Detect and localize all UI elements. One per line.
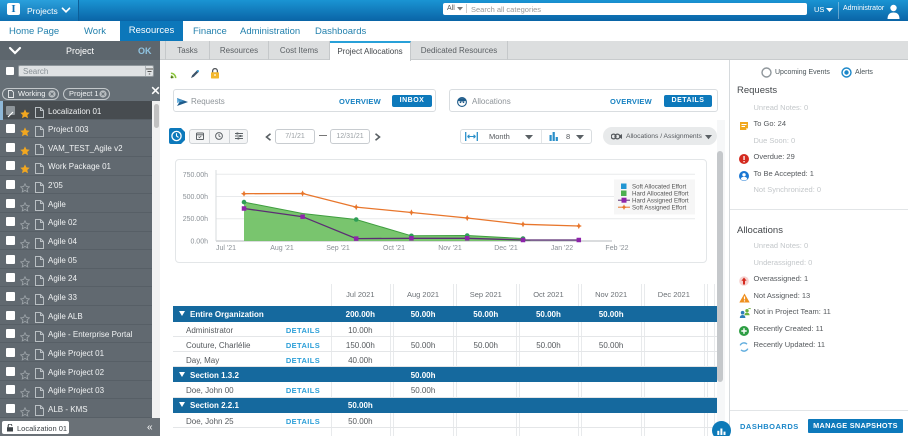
svg-text:250.00h: 250.00h xyxy=(183,216,208,223)
svg-text:0.00h: 0.00h xyxy=(190,238,208,245)
svg-text:Dec '21: Dec '21 xyxy=(494,245,518,252)
svg-text:Jan '22: Jan '22 xyxy=(551,245,573,252)
svg-text:Sep '21: Sep '21 xyxy=(326,245,350,252)
svg-text:750.00h: 750.00h xyxy=(183,172,208,179)
svg-text:Nov '21: Nov '21 xyxy=(438,245,462,252)
svg-text:Oct '21: Oct '21 xyxy=(383,245,405,252)
svg-text:500.00h: 500.00h xyxy=(183,194,208,201)
svg-text:Hard Assigned Effort: Hard Assigned Effort xyxy=(632,197,689,204)
svg-text:Soft Allocated Effort: Soft Allocated Effort xyxy=(632,183,687,190)
svg-text:Hard Allocated Effort: Hard Allocated Effort xyxy=(632,190,689,197)
svg-text:Aug '21: Aug '21 xyxy=(270,245,294,252)
svg-text:Jul '21: Jul '21 xyxy=(216,245,236,252)
svg-text:Soft Assigned Effort: Soft Assigned Effort xyxy=(632,204,687,211)
svg-text:Feb '22: Feb '22 xyxy=(605,245,628,252)
